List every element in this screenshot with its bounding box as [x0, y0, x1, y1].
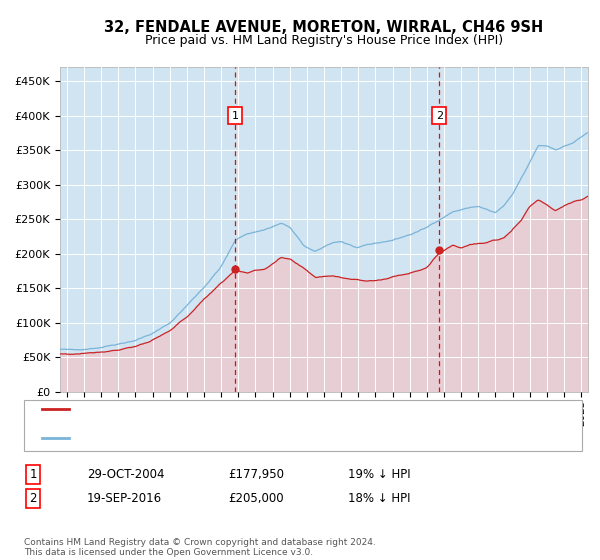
Text: 19% ↓ HPI: 19% ↓ HPI	[348, 468, 410, 481]
Text: 32, FENDALE AVENUE, MORETON, WIRRAL, CH46 9SH (detached house): 32, FENDALE AVENUE, MORETON, WIRRAL, CH4…	[75, 404, 475, 414]
Text: 2: 2	[436, 110, 443, 120]
Text: Contains HM Land Registry data © Crown copyright and database right 2024.
This d: Contains HM Land Registry data © Crown c…	[24, 538, 376, 557]
Text: 1: 1	[29, 468, 37, 481]
Text: 19-SEP-2016: 19-SEP-2016	[87, 492, 162, 505]
Text: HPI: Average price, detached house, Wirral: HPI: Average price, detached house, Wirr…	[75, 433, 314, 443]
Text: 29-OCT-2004: 29-OCT-2004	[87, 468, 164, 481]
Text: 1: 1	[232, 110, 239, 120]
Text: 18% ↓ HPI: 18% ↓ HPI	[348, 492, 410, 505]
Text: 2: 2	[29, 492, 37, 505]
Text: Price paid vs. HM Land Registry's House Price Index (HPI): Price paid vs. HM Land Registry's House …	[145, 34, 503, 46]
Text: £205,000: £205,000	[228, 492, 284, 505]
Text: £177,950: £177,950	[228, 468, 284, 481]
Text: 32, FENDALE AVENUE, MORETON, WIRRAL, CH46 9SH: 32, FENDALE AVENUE, MORETON, WIRRAL, CH4…	[104, 20, 544, 35]
